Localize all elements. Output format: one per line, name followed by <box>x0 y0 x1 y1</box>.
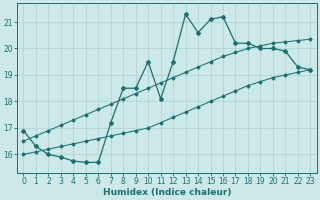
X-axis label: Humidex (Indice chaleur): Humidex (Indice chaleur) <box>103 188 231 197</box>
